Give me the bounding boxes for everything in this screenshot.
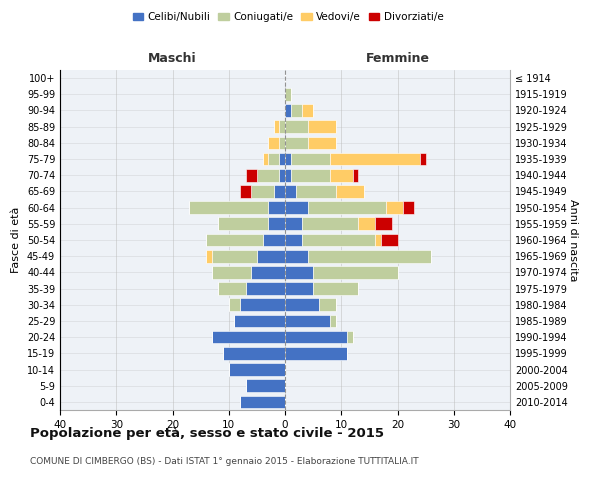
Bar	[251, 185, 274, 198]
Bar	[353, 169, 358, 181]
Y-axis label: Anni di nascita: Anni di nascita	[568, 198, 578, 281]
Bar	[285, 152, 290, 166]
Text: Femmine: Femmine	[365, 52, 430, 65]
Bar	[308, 202, 386, 214]
Bar	[302, 218, 358, 230]
Bar	[330, 314, 335, 328]
Bar	[358, 218, 375, 230]
Bar	[280, 120, 285, 133]
Text: COMUNE DI CIMBERGO (BS) - Dati ISTAT 1° gennaio 2015 - Elaborazione TUTTITALIA.I: COMUNE DI CIMBERGO (BS) - Dati ISTAT 1° …	[30, 458, 419, 466]
Bar	[290, 104, 302, 117]
Bar	[285, 331, 347, 344]
Bar	[285, 314, 330, 328]
Bar	[285, 250, 308, 262]
Bar	[206, 234, 263, 246]
Bar	[285, 88, 290, 101]
Bar	[375, 218, 392, 230]
Bar	[285, 298, 319, 311]
Legend: Celibi/Nubili, Coniugati/e, Vedovi/e, Divorziati/e: Celibi/Nubili, Coniugati/e, Vedovi/e, Di…	[128, 8, 448, 26]
Bar	[308, 120, 335, 133]
Bar	[218, 282, 245, 295]
Bar	[240, 185, 251, 198]
Bar	[302, 234, 375, 246]
Bar	[308, 136, 335, 149]
Bar	[223, 347, 285, 360]
Bar	[218, 218, 268, 230]
Y-axis label: Fasce di età: Fasce di età	[11, 207, 21, 273]
Bar	[268, 202, 285, 214]
Bar	[285, 104, 290, 117]
Bar	[263, 152, 268, 166]
Bar	[347, 331, 353, 344]
Bar	[319, 298, 335, 311]
Bar	[285, 202, 308, 214]
Bar	[268, 136, 280, 149]
Bar	[386, 202, 403, 214]
Bar	[296, 185, 335, 198]
Bar	[235, 314, 285, 328]
Bar	[290, 169, 330, 181]
Bar	[285, 266, 313, 278]
Bar	[308, 250, 431, 262]
Bar	[268, 218, 285, 230]
Text: Maschi: Maschi	[148, 52, 197, 65]
Bar	[335, 185, 364, 198]
Bar	[290, 152, 330, 166]
Bar	[285, 169, 290, 181]
Bar	[245, 169, 257, 181]
Bar	[274, 120, 280, 133]
Text: Popolazione per età, sesso e stato civile - 2015: Popolazione per età, sesso e stato civil…	[30, 428, 384, 440]
Bar	[330, 169, 353, 181]
Bar	[206, 250, 212, 262]
Bar	[313, 282, 358, 295]
Bar	[263, 234, 285, 246]
Bar	[285, 282, 313, 295]
Bar	[280, 152, 285, 166]
Bar	[251, 266, 285, 278]
Bar	[212, 250, 257, 262]
Bar	[285, 347, 347, 360]
Bar	[313, 266, 398, 278]
Bar	[302, 104, 313, 117]
Bar	[380, 234, 398, 246]
Bar	[280, 136, 285, 149]
Bar	[245, 380, 285, 392]
Bar	[285, 218, 302, 230]
Bar	[229, 363, 285, 376]
Bar	[240, 298, 285, 311]
Bar	[212, 331, 285, 344]
Bar	[212, 266, 251, 278]
Bar	[285, 120, 308, 133]
Bar	[285, 234, 302, 246]
Bar	[285, 136, 308, 149]
Bar	[190, 202, 268, 214]
Bar	[280, 169, 285, 181]
Bar	[257, 250, 285, 262]
Bar	[285, 185, 296, 198]
Bar	[240, 396, 285, 408]
Bar	[330, 152, 420, 166]
Bar	[229, 298, 240, 311]
Bar	[403, 202, 415, 214]
Bar	[274, 185, 285, 198]
Bar	[257, 169, 280, 181]
Bar	[375, 234, 380, 246]
Bar	[268, 152, 280, 166]
Bar	[420, 152, 425, 166]
Bar	[245, 282, 285, 295]
